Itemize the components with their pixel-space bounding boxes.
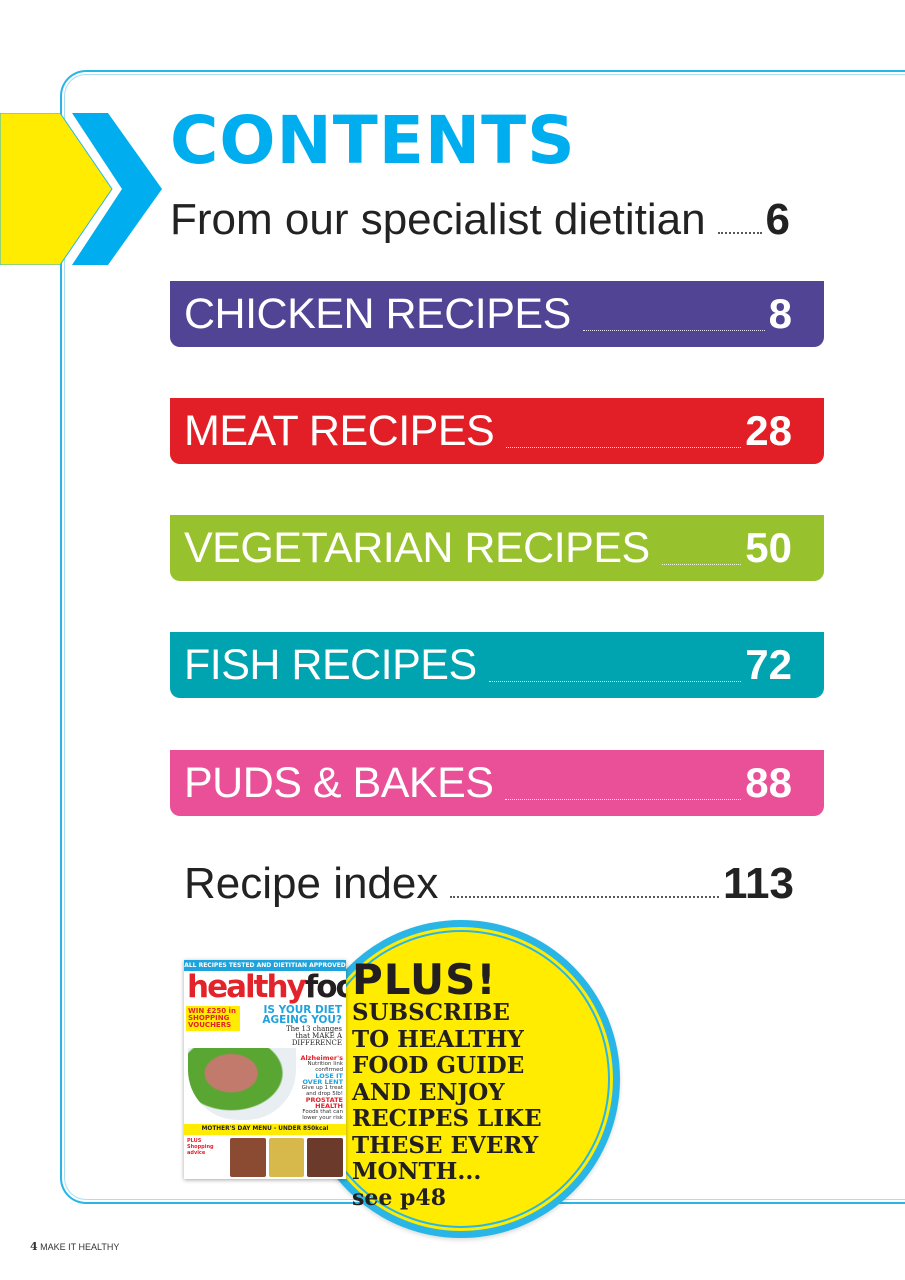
masthead-food: food — [304, 969, 346, 1005]
leader-dots — [488, 681, 742, 682]
toc-label: Recipe index — [184, 859, 439, 908]
cover-line: Alzheimer's — [300, 1054, 343, 1062]
cover-line: Foods that can lower your risk — [302, 1109, 343, 1121]
page-footer: 4 MAKE IT HEALTHY — [30, 1240, 119, 1253]
cover-banner: MOTHER'S DAY MENU - UNDER 850kcal — [184, 1124, 346, 1135]
cover-strap: ALL RECIPES TESTED AND DIETITIAN APPROVE… — [184, 960, 346, 971]
yellow-arrow-shape — [0, 113, 113, 265]
toc-page-number: 113 — [723, 859, 794, 908]
cover-sidebar: Alzheimer's Nutrition link confirmed LOS… — [297, 1055, 343, 1121]
cover-line: PROSTATE HEALTH — [305, 1096, 343, 1110]
page-title: CONTENTS — [170, 102, 576, 179]
cover-subhead: The 13 changes that MAKE A DIFFERENCE — [285, 1025, 342, 1047]
section-page-number: 88 — [745, 759, 792, 806]
cover-line: LOSE IT OVER LENT — [302, 1072, 343, 1086]
leader-dots — [506, 447, 742, 448]
section-page-number: 28 — [745, 407, 792, 454]
leader-dots — [661, 564, 742, 565]
toc-section-fish[interactable]: FISH RECIPES 72 — [170, 632, 824, 698]
cover-food-photo — [188, 1048, 296, 1120]
toc-section-vegetarian[interactable]: VEGETARIAN RECIPES 50 — [170, 515, 824, 581]
promo-page-ref: see p48 — [352, 1184, 447, 1211]
section-page-number: 8 — [768, 290, 792, 337]
leader-dots — [717, 232, 762, 234]
magazine-cover-image[interactable]: ALL RECIPES TESTED AND DIETITIAN APPROVE… — [184, 960, 346, 1179]
footer-publication: MAKE IT HEALTHY — [40, 1242, 120, 1252]
thumb-image — [268, 1138, 305, 1177]
cover-line: Nutrition link confirmed — [307, 1061, 343, 1073]
leader-dots — [505, 799, 742, 800]
promo-headline: PLUS! — [352, 955, 497, 1004]
section-label: FISH RECIPES — [184, 641, 477, 689]
toc-section-meat[interactable]: MEAT RECIPES 28 — [170, 398, 824, 464]
cover-bottom-strip: PLUS Shopping advice — [184, 1136, 346, 1179]
thumb-image — [230, 1138, 266, 1177]
toc-label: From our specialist dietitian — [170, 195, 706, 244]
cover-plus: PLUS Shopping advice — [187, 1138, 214, 1156]
toc-page-number: 6 — [765, 195, 791, 244]
promo-body: SUBSCRIBE TO HEALTHY FOOD GUIDE AND ENJO… — [352, 999, 542, 1185]
footer-page-number: 4 — [30, 1240, 38, 1253]
toc-item-recipe-index[interactable]: Recipe index 113 — [184, 856, 794, 912]
toc-section-chicken[interactable]: CHICKEN RECIPES 8 — [170, 281, 824, 347]
leader-dots — [582, 330, 765, 331]
chevron-right-icon — [72, 113, 162, 265]
section-page-number: 72 — [745, 641, 792, 688]
cover-promo: WIN £250 in SHOPPING VOUCHERS — [186, 1006, 240, 1031]
section-label: PUDS & BAKES — [184, 759, 494, 807]
section-page-number: 50 — [745, 524, 792, 571]
section-label: VEGETARIAN RECIPES — [184, 524, 650, 572]
cover-line: Give up 1 treat and drop 5lb! — [301, 1085, 343, 1097]
masthead-healthy: healthy — [187, 969, 307, 1005]
leader-dots — [450, 896, 720, 898]
promo-circle — [302, 920, 620, 1238]
cover-masthead: healthyfood — [184, 971, 346, 1003]
section-label: MEAT RECIPES — [184, 407, 495, 455]
thumb-image — [307, 1138, 344, 1177]
toc-item-dietitian[interactable]: From our specialist dietitian 6 — [170, 188, 795, 248]
toc-section-puds-bakes[interactable]: PUDS & BAKES 88 — [170, 750, 824, 816]
cover-headline: IS YOUR DIET AGEING YOU? — [262, 1004, 342, 1026]
section-label: CHICKEN RECIPES — [184, 290, 571, 338]
promo-text[interactable]: PLUS! SUBSCRIBE TO HEALTHY FOOD GUIDE AN… — [352, 955, 542, 1211]
